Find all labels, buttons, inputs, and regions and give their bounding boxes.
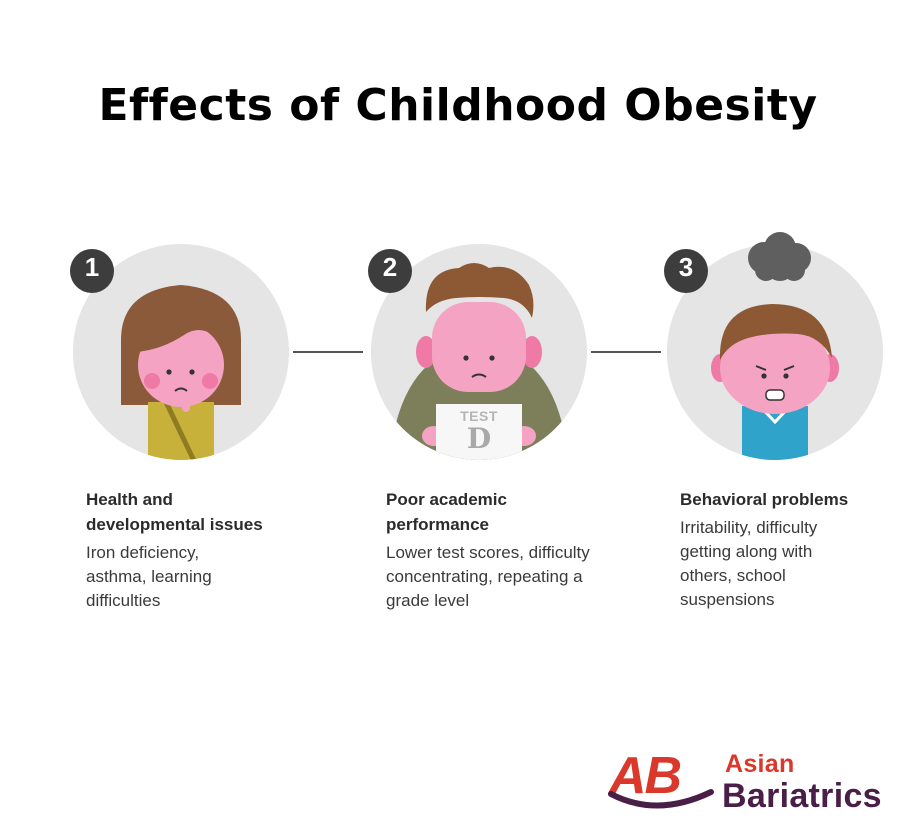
- number-badge-3: [664, 249, 708, 293]
- storm-cloud-icon: [748, 232, 811, 281]
- girl-sad-icon: [73, 244, 289, 460]
- test-grade: D: [466, 422, 492, 455]
- connector-line: [293, 351, 363, 353]
- brand-logo: AB Asian Bariatrics: [607, 747, 897, 818]
- logo-mark: AB: [607, 747, 717, 814]
- connector-line: [591, 351, 661, 353]
- number-badge-1-label: 1: [84, 252, 100, 282]
- illustration-3: [660, 240, 890, 470]
- illustration-2: TEST D: [364, 240, 594, 470]
- effect-description: Lower test scores, difficulty concentrat…: [386, 543, 590, 610]
- effect-item-1: Health and developmental issues Iron def…: [86, 487, 296, 613]
- smile-swoosh-icon: [608, 789, 714, 809]
- number-badge-3-label: 3: [678, 252, 694, 282]
- effect-description: Iron deficiency, asthma, learning diffic…: [86, 543, 212, 610]
- illustration-1: [66, 240, 296, 470]
- effect-item-2: Poor academic performance Lower test sco…: [386, 487, 606, 613]
- logo-mark-text: AB: [609, 747, 682, 805]
- brand-line-2: Bariatrics: [722, 777, 882, 815]
- number-badge-2-label: 2: [382, 252, 398, 282]
- effect-heading: Poor academic performance: [386, 490, 507, 534]
- page-title: Effects of Childhood Obesity: [98, 80, 818, 131]
- number-badge-1: [70, 249, 114, 293]
- number-badge-2: [368, 249, 412, 293]
- brand-line-1: Asian: [725, 750, 795, 778]
- test-label: TEST: [460, 408, 498, 424]
- effect-item-3: Behavioral problems Irritability, diffic…: [680, 487, 890, 612]
- boy-test-icon: [371, 244, 587, 460]
- effect-description: Irritability, difficulty getting along w…: [680, 518, 818, 609]
- boy-upset-icon: [667, 244, 883, 460]
- effect-heading: Health and developmental issues: [86, 490, 263, 534]
- effect-heading: Behavioral problems: [680, 490, 849, 509]
